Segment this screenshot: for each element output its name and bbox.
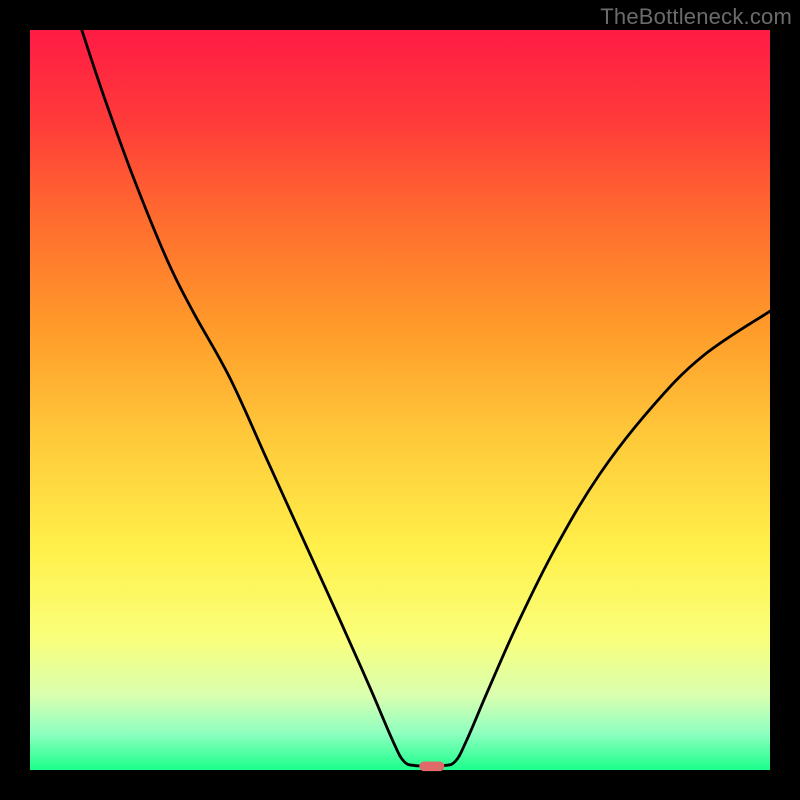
watermark-text: TheBottleneck.com bbox=[600, 4, 792, 30]
bottleneck-chart: TheBottleneck.com bbox=[0, 0, 800, 800]
optimal-marker bbox=[419, 761, 444, 771]
chart-svg bbox=[0, 0, 800, 800]
